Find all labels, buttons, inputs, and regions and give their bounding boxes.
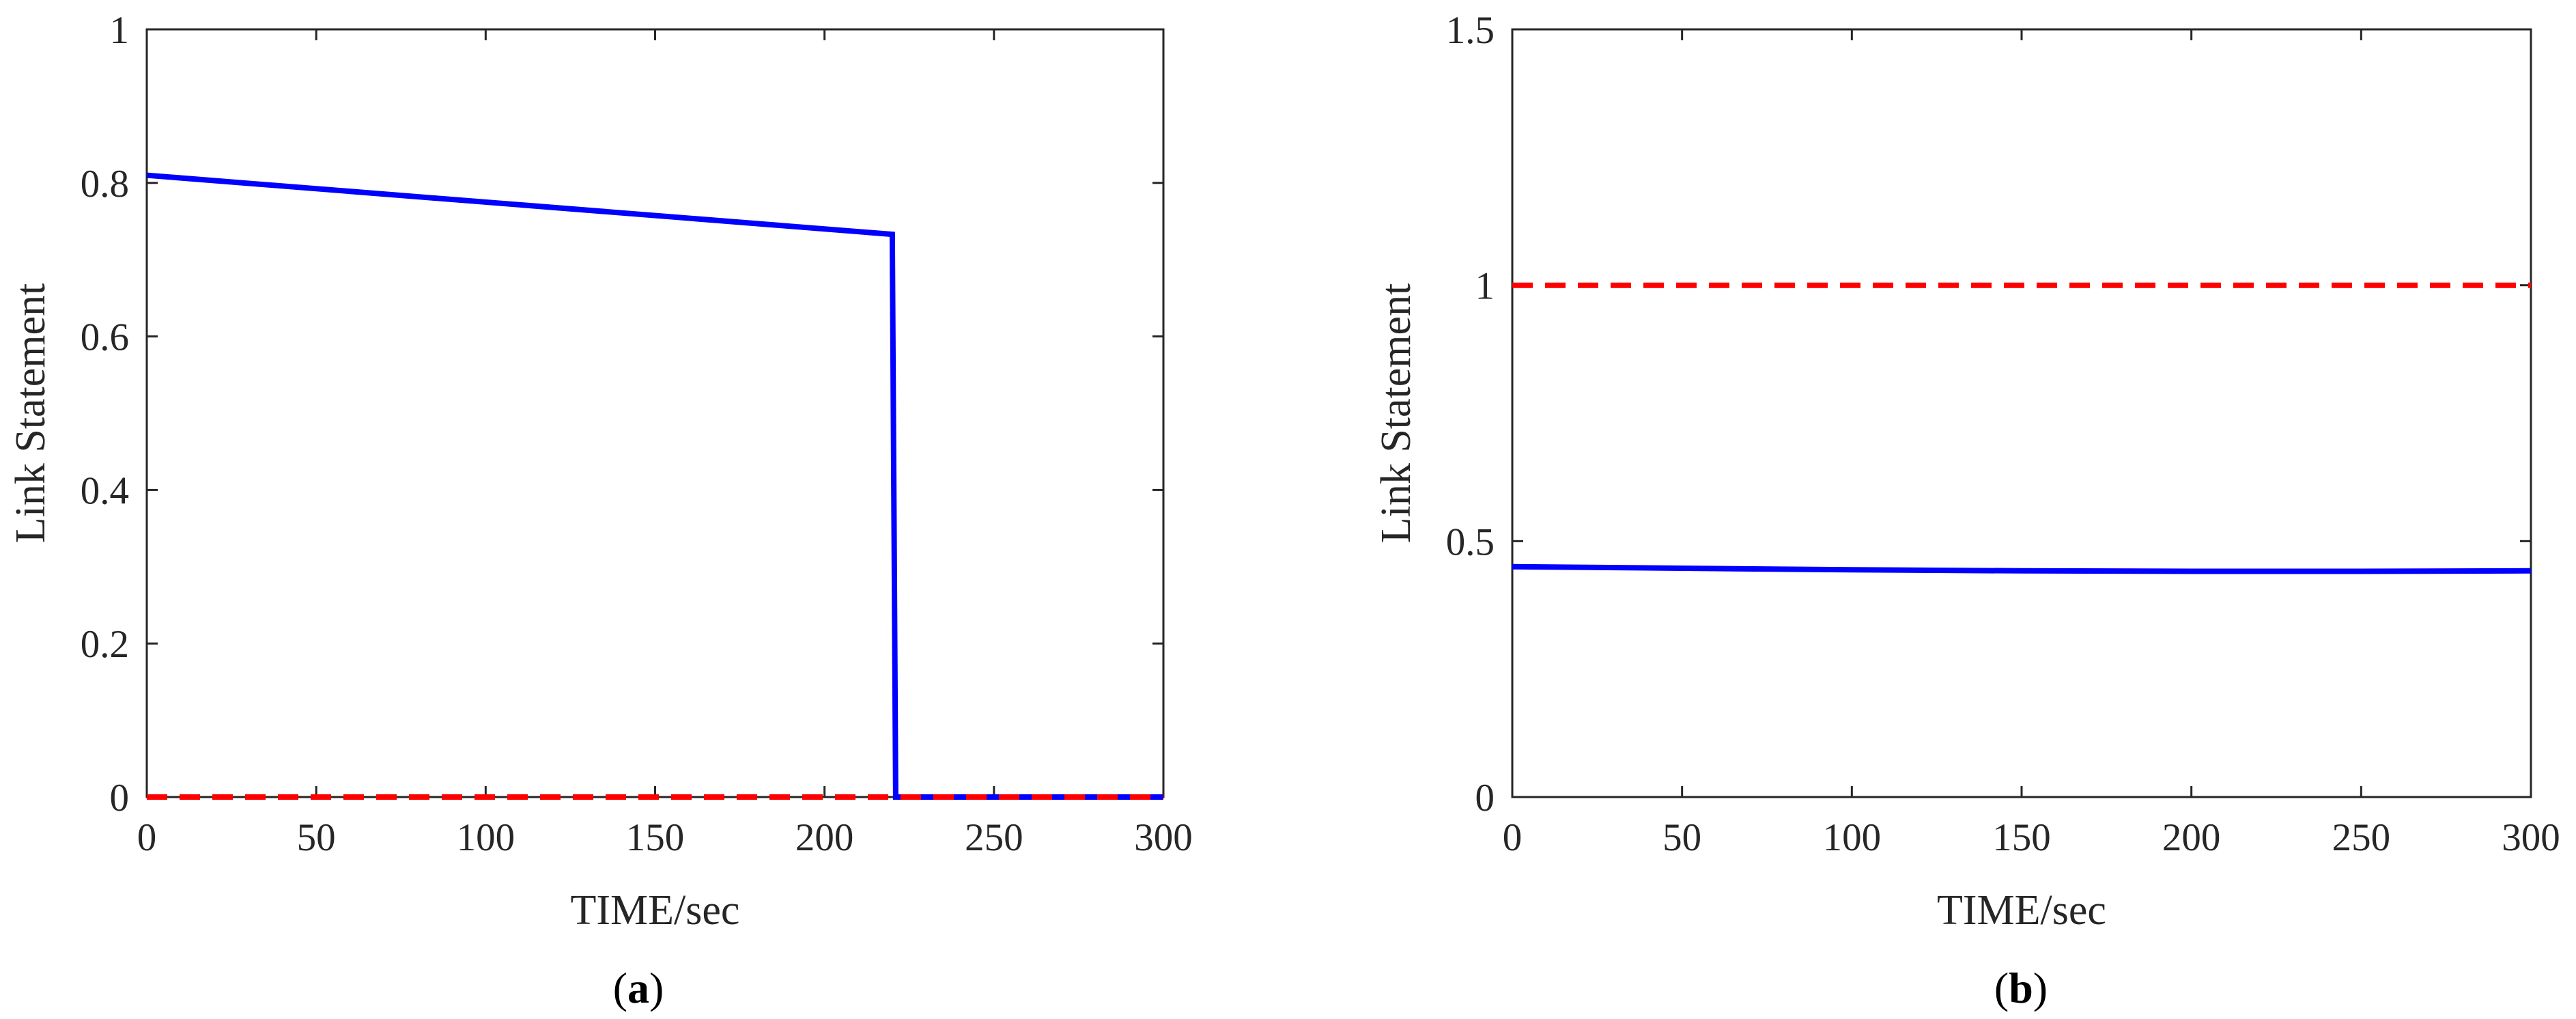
y-tick-label: 0.6 — [81, 316, 129, 359]
y-tick-label: 1 — [110, 9, 130, 52]
x-tick-label: 250 — [965, 816, 1023, 859]
x-tick-label: 100 — [457, 816, 515, 859]
plot-frame — [1511, 28, 2532, 798]
x-tick-label: 200 — [795, 816, 854, 859]
y-tick-label: 0.4 — [81, 469, 129, 512]
solid-series-line — [146, 172, 1163, 800]
y-tick-label: 0 — [1475, 777, 1495, 820]
solid-series-line — [1512, 563, 2532, 574]
x-tick-label: 50 — [1662, 816, 1701, 859]
x-tick-label: 200 — [2162, 816, 2221, 859]
y-tick-label: 0.2 — [81, 623, 129, 666]
x-tick-label: 50 — [297, 816, 336, 859]
x-tick-label: 150 — [626, 816, 685, 859]
x-axis-title: TIME/sec — [571, 887, 740, 934]
x-tick-label: 0 — [137, 816, 157, 859]
panel-letter: b — [2009, 964, 2033, 1012]
y-axis-title: Link Statement — [1373, 283, 1419, 544]
y-tick-label: 1.5 — [1446, 9, 1495, 52]
y-tick-label: 0.5 — [1446, 520, 1495, 563]
x-tick-label: 0 — [1503, 816, 1523, 859]
x-tick-label: 300 — [2502, 816, 2560, 859]
chart-panel-a: 0 50 100 150 200 250 300 0 0.2 0.4 0.6 0.8 1 TIME/sec… — [8, 9, 1193, 1012]
panel-label: (b) — [1994, 964, 2048, 1012]
y-axis-title: Link Statement — [8, 283, 54, 544]
y-tick-label: 0 — [110, 777, 130, 820]
plot-frame — [145, 28, 1165, 798]
x-tick-label: 250 — [2332, 816, 2391, 859]
x-axis-title: TIME/sec — [1937, 887, 2106, 934]
panel-label: (a) — [613, 964, 664, 1012]
x-tick-label: 150 — [1992, 816, 2051, 859]
x-tick-label: 300 — [1134, 816, 1193, 859]
panel-letter: a — [627, 964, 649, 1012]
y-tick-label: 1 — [1475, 265, 1495, 308]
x-tick-label: 100 — [1823, 816, 1882, 859]
y-tick-label: 0.8 — [81, 163, 129, 206]
chart-panel-b: 0 50 100 150 200 250 300 0 0.5 1 1.5 TIME/sec Link S… — [1373, 9, 2560, 1012]
